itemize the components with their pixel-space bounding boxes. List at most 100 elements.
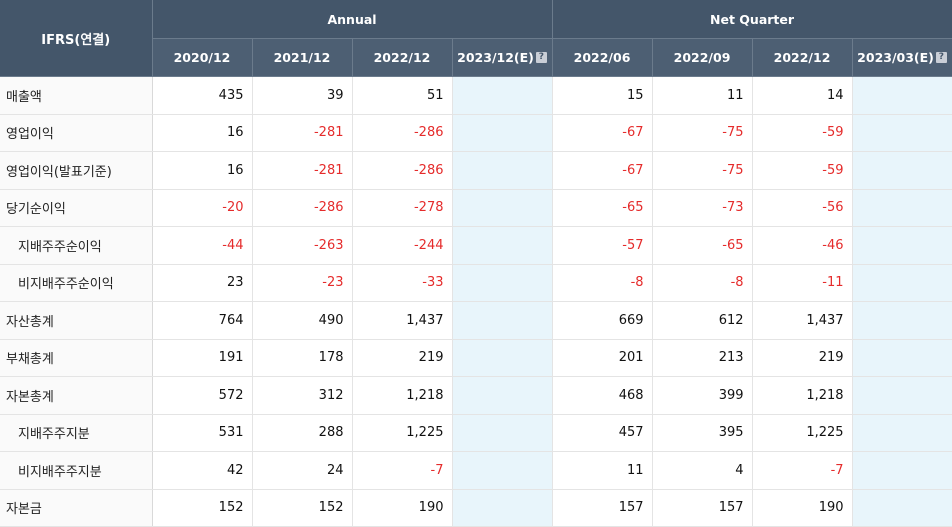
column-header-quarter-1: 2022/09 bbox=[652, 38, 753, 77]
value-cell bbox=[452, 264, 553, 302]
help-icon[interactable]: ? bbox=[535, 52, 547, 63]
value-cell bbox=[852, 451, 952, 490]
annual-group-header: Annual bbox=[152, 0, 553, 39]
value-cell bbox=[852, 301, 952, 340]
row-label[interactable]: 자산총계 bbox=[0, 301, 153, 340]
value-cell: -75 bbox=[652, 114, 753, 152]
value-cell: -20 bbox=[152, 189, 253, 227]
value-cell: 191 bbox=[152, 339, 253, 377]
column-header-label: 2023/03(E) bbox=[857, 50, 934, 65]
value-cell: 395 bbox=[652, 414, 753, 452]
value-cell: -65 bbox=[652, 226, 753, 265]
row-label[interactable]: 당기순이익 bbox=[0, 189, 153, 227]
value-cell: -8 bbox=[552, 264, 653, 302]
value-cell: 178 bbox=[252, 339, 353, 377]
value-cell bbox=[452, 76, 553, 115]
row-label[interactable]: 지배주주지분 bbox=[0, 414, 153, 452]
estimate-header: 2023/12(E)? bbox=[457, 50, 547, 65]
column-header-annual-3: 2023/12(E)? bbox=[452, 38, 553, 77]
value-cell: 157 bbox=[552, 489, 653, 527]
value-cell: 312 bbox=[252, 376, 353, 415]
value-cell: -59 bbox=[752, 114, 853, 152]
column-header-quarter-3: 2023/03(E)? bbox=[852, 38, 952, 77]
column-header-label: 2023/12(E) bbox=[457, 50, 534, 65]
value-cell bbox=[452, 339, 553, 377]
value-cell bbox=[452, 489, 553, 527]
value-cell: -281 bbox=[252, 151, 353, 190]
table-row: 매출액 435 39 51 15 11 14 bbox=[0, 76, 952, 115]
value-cell: -23 bbox=[252, 264, 353, 302]
value-cell bbox=[452, 301, 553, 340]
value-cell: 468 bbox=[552, 376, 653, 415]
value-cell: -281 bbox=[252, 114, 353, 152]
value-cell: -7 bbox=[752, 451, 853, 490]
value-cell: 190 bbox=[352, 489, 453, 527]
value-cell: -7 bbox=[352, 451, 453, 490]
value-cell: -33 bbox=[352, 264, 453, 302]
value-cell bbox=[852, 151, 952, 190]
value-cell: 288 bbox=[252, 414, 353, 452]
value-cell: 399 bbox=[652, 376, 753, 415]
value-cell: 24 bbox=[252, 451, 353, 490]
value-cell bbox=[452, 151, 553, 190]
column-header-quarter-0: 2022/06 bbox=[552, 38, 653, 77]
help-icon[interactable]: ? bbox=[935, 52, 947, 63]
table-row: 영업이익(발표기준) 16 -281 -286 -67 -75 -59 bbox=[0, 151, 952, 190]
value-cell: 572 bbox=[152, 376, 253, 415]
row-label[interactable]: 자본총계 bbox=[0, 376, 153, 415]
value-cell: 1,437 bbox=[752, 301, 853, 340]
row-label[interactable]: 비지배주주순이익 bbox=[0, 264, 153, 302]
value-cell: 490 bbox=[252, 301, 353, 340]
value-cell: 14 bbox=[752, 76, 853, 115]
value-cell: -56 bbox=[752, 189, 853, 227]
value-cell: 11 bbox=[552, 451, 653, 490]
value-cell: 15 bbox=[552, 76, 653, 115]
value-cell: 11 bbox=[652, 76, 753, 115]
value-cell: -263 bbox=[252, 226, 353, 265]
value-cell: 201 bbox=[552, 339, 653, 377]
value-cell: -8 bbox=[652, 264, 753, 302]
value-cell: -278 bbox=[352, 189, 453, 227]
value-cell: 1,218 bbox=[752, 376, 853, 415]
value-cell bbox=[452, 451, 553, 490]
row-label[interactable]: 매출액 bbox=[0, 76, 153, 115]
value-cell bbox=[852, 76, 952, 115]
row-label[interactable]: 영업이익 bbox=[0, 114, 153, 152]
table-row: 부채총계 191 178 219 201 213 219 bbox=[0, 339, 952, 377]
row-label[interactable]: 영업이익(발표기준) bbox=[0, 151, 153, 190]
value-cell: 1,437 bbox=[352, 301, 453, 340]
value-cell: -244 bbox=[352, 226, 453, 265]
value-cell bbox=[452, 376, 553, 415]
value-cell: 23 bbox=[152, 264, 253, 302]
value-cell bbox=[452, 114, 553, 152]
row-label[interactable]: 비지배주주지분 bbox=[0, 451, 153, 490]
value-cell: -75 bbox=[652, 151, 753, 190]
value-cell bbox=[852, 376, 952, 415]
value-cell: 1,225 bbox=[752, 414, 853, 452]
row-label[interactable]: 자본금 bbox=[0, 489, 153, 527]
value-cell: 51 bbox=[352, 76, 453, 115]
value-cell bbox=[452, 189, 553, 227]
value-cell: 669 bbox=[552, 301, 653, 340]
value-cell: 157 bbox=[652, 489, 753, 527]
row-label[interactable]: 부채총계 bbox=[0, 339, 153, 377]
table-header: IFRS(연결) Annual Net Quarter 2020/12 2021/… bbox=[0, 0, 952, 77]
value-cell bbox=[452, 226, 553, 265]
estimate-header: 2023/03(E)? bbox=[857, 50, 947, 65]
table-row: 비지배주주지분 42 24 -7 11 4 -7 bbox=[0, 451, 952, 490]
table-row: 지배주주순이익 -44 -263 -244 -57 -65 -46 bbox=[0, 226, 952, 265]
value-cell bbox=[852, 489, 952, 527]
value-cell bbox=[852, 414, 952, 452]
value-cell: -65 bbox=[552, 189, 653, 227]
value-cell: 213 bbox=[652, 339, 753, 377]
table-row: 자본총계 572 312 1,218 468 399 1,218 bbox=[0, 376, 952, 415]
table-row: 영업이익 16 -281 -286 -67 -75 -59 bbox=[0, 114, 952, 152]
value-cell: -286 bbox=[352, 151, 453, 190]
value-cell: -67 bbox=[552, 151, 653, 190]
value-cell: -67 bbox=[552, 114, 653, 152]
value-cell: 152 bbox=[152, 489, 253, 527]
value-cell: 457 bbox=[552, 414, 653, 452]
value-cell: -59 bbox=[752, 151, 853, 190]
row-label[interactable]: 지배주주순이익 bbox=[0, 226, 153, 265]
